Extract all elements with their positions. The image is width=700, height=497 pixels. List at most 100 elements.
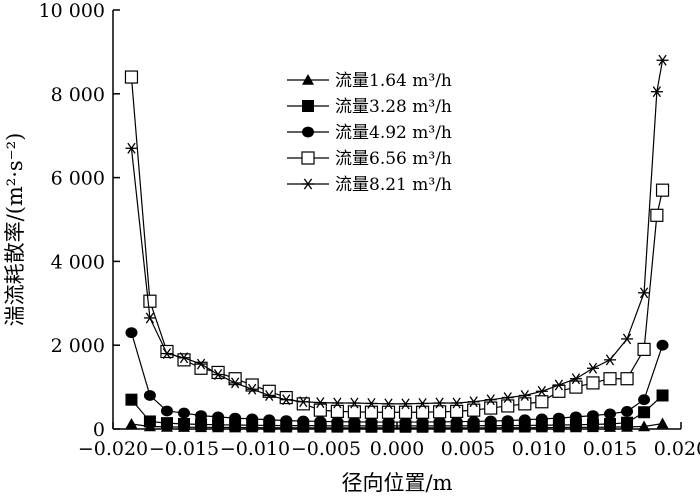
data-point [501, 399, 515, 413]
x-tick-label: 0.005 [441, 438, 495, 460]
data-point [330, 404, 344, 419]
data-point [229, 377, 242, 389]
legend-label: 流量1.64 m³/h [335, 71, 452, 91]
legend-label: 流量3.28 m³/h [335, 97, 452, 117]
data-point [415, 405, 430, 419]
data-point [348, 416, 361, 428]
data-point [195, 410, 208, 421]
data-point [650, 86, 663, 98]
data-point [382, 398, 395, 410]
data-point [297, 415, 310, 427]
series-4 [124, 70, 670, 419]
x-tick-label: −0.010 [220, 438, 290, 460]
data-point [467, 416, 480, 427]
data-point [637, 342, 651, 356]
data-point [124, 70, 139, 84]
x-tick-label: 0.020 [654, 438, 700, 460]
data-point [178, 417, 190, 430]
data-point [331, 397, 344, 409]
data-point [467, 396, 480, 408]
legend-item: 流量8.21 m³/h [287, 175, 452, 195]
legend-marker [302, 100, 314, 112]
data-point [178, 407, 190, 419]
data-point [297, 396, 310, 408]
legend-label: 流量4.92 m³/h [335, 123, 452, 143]
data-point [263, 414, 276, 426]
data-point [656, 417, 669, 429]
data-point [143, 294, 157, 308]
data-point [484, 401, 498, 415]
data-point [655, 183, 670, 197]
data-point [212, 411, 225, 423]
series-line [130, 332, 664, 423]
data-point [569, 411, 582, 423]
legend-item: 流量1.64 m³/h [287, 71, 452, 91]
legend-label: 流量8.21 m³/h [335, 175, 452, 195]
data-point [586, 410, 599, 421]
legend-marker [302, 178, 314, 190]
data-point [125, 417, 138, 429]
data-point [656, 389, 669, 402]
data-point [656, 339, 669, 351]
data-point [331, 416, 344, 428]
data-point [314, 416, 327, 427]
data-point [604, 354, 616, 366]
data-point [280, 394, 293, 406]
legend-marker [301, 151, 315, 165]
y-tick-label: 8 000 [51, 84, 105, 106]
data-point [416, 416, 429, 428]
data-point [586, 418, 599, 431]
data-point [364, 405, 379, 419]
data-point [263, 390, 276, 401]
y-tick-label: 4 000 [51, 251, 105, 273]
x-tick-label: 0.010 [512, 438, 566, 460]
data-point [143, 312, 156, 324]
data-point [212, 369, 225, 381]
legend-label: 流量6.56 m³/h [335, 149, 452, 169]
data-point [450, 404, 464, 419]
data-point [398, 405, 413, 419]
data-point [501, 392, 514, 404]
y-axis-title: 湍流耗散率/(m²·s⁻²) [3, 133, 27, 327]
data-point [296, 397, 310, 411]
data-point [484, 415, 497, 427]
data-point [569, 380, 583, 394]
data-point [229, 412, 242, 424]
data-point [620, 372, 634, 386]
series-3 [125, 327, 669, 428]
data-point [178, 352, 190, 364]
data-point [638, 394, 651, 406]
data-point [382, 416, 395, 428]
data-point [518, 414, 531, 426]
x-axis-title: 径向位置/m [342, 471, 453, 495]
data-point [195, 358, 208, 370]
data-point [160, 348, 173, 360]
x-tick-label: 0.015 [583, 438, 637, 460]
x-tick-label: −0.015 [149, 438, 219, 460]
data-point [569, 418, 582, 431]
data-point [433, 405, 447, 419]
data-point [399, 398, 412, 410]
data-point [535, 385, 548, 397]
data-point [638, 420, 651, 432]
data-point [246, 413, 259, 425]
data-point [621, 416, 634, 429]
data-point [621, 406, 634, 417]
data-point [621, 333, 634, 345]
x-tick-label: 0.000 [370, 438, 424, 460]
series-5 [125, 54, 669, 410]
data-point [450, 416, 463, 428]
legend-item: 流量6.56 m³/h [287, 149, 452, 169]
series-2 [125, 389, 669, 432]
data-point [313, 403, 327, 417]
data-point [125, 327, 138, 339]
data-point [125, 142, 138, 154]
legend-item: 流量4.92 m³/h [287, 123, 452, 143]
data-point [467, 403, 481, 417]
data-point [160, 344, 174, 359]
data-point [552, 379, 565, 391]
y-tick-label: 0 [93, 419, 105, 441]
data-point [279, 390, 293, 405]
